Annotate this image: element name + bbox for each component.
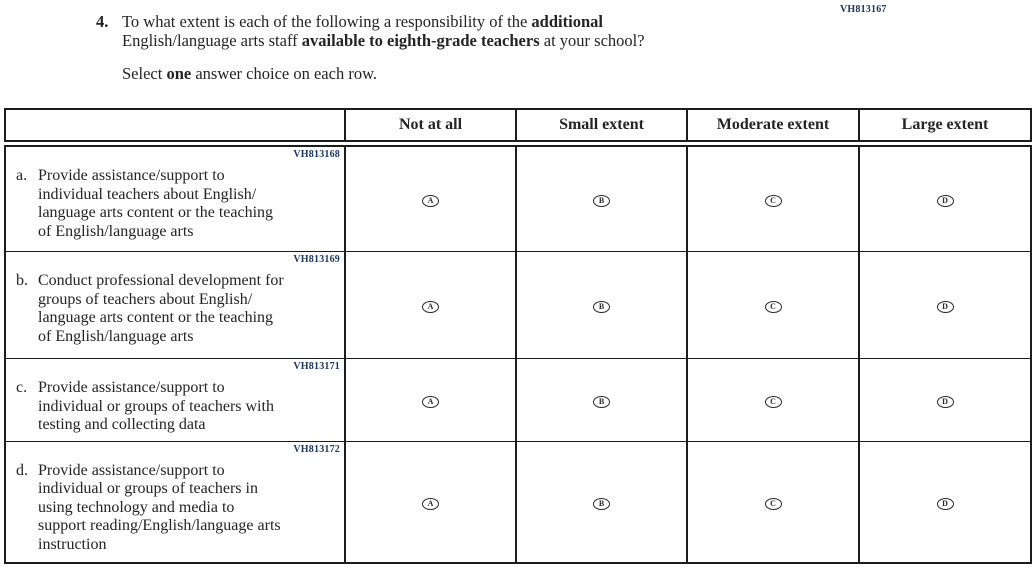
row-b-stem: VH813169 b. Conduct professional develop… (4, 251, 346, 360)
item-code: VH813171 (293, 361, 340, 373)
table-row-b: VH813169 b. Conduct professional develop… (4, 251, 1032, 360)
item-text: Provide assistance/support to individual … (38, 167, 274, 240)
answer-bubble-c-A[interactable]: A (422, 395, 439, 408)
answer-bubble-b-A[interactable]: A (422, 301, 439, 314)
question-block: 4. To what extent is each of the followi… (96, 12, 736, 83)
row-d-stem: VH813172 d. Provide assistance/support t… (4, 440, 346, 564)
row-a-stem: VH813168 a. Provide assistance/support t… (4, 142, 346, 253)
item-code: VH813169 (293, 254, 340, 266)
row-c-stem: VH813171 c. Provide assistance/support t… (4, 358, 346, 442)
item-label: c. (16, 379, 28, 397)
answer-bubble-d-B[interactable]: B (593, 497, 610, 510)
answer-bubble-c-D[interactable]: D (936, 395, 954, 408)
table-row-c: VH813171 c. Provide assistance/support t… (4, 358, 1032, 442)
answer-bubble-b-C[interactable]: C (764, 301, 782, 314)
table-row-a: VH813168 a. Provide assistance/support t… (4, 142, 1032, 253)
question-instruction: Select one answer choice on each row. (122, 64, 378, 83)
question-text-line: English/language arts staff available to… (122, 31, 645, 50)
answer-bubble-a-D[interactable]: D (936, 195, 954, 208)
item-label: d. (16, 461, 28, 479)
table-row-d: VH813172 d. Provide assistance/support t… (4, 440, 1032, 564)
item-column-header (4, 108, 346, 147)
answer-bubble-d-D[interactable]: D (936, 497, 954, 510)
question-text: To what extent is each of the following … (122, 12, 736, 83)
column-header-small-extent: Small extent (515, 108, 688, 147)
answer-bubble-d-A[interactable]: A (422, 497, 439, 510)
answer-bubble-b-B[interactable]: B (593, 301, 610, 314)
item-code: VH813172 (293, 443, 340, 455)
answer-bubble-a-A[interactable]: A (422, 195, 439, 208)
answer-bubble-a-C[interactable]: C (764, 195, 782, 208)
question-code: VH813167 (840, 4, 887, 15)
column-header-not-at-all: Not at all (344, 108, 517, 147)
item-text: Provide assistance/support to individual … (38, 379, 274, 434)
item-label: b. (16, 272, 28, 290)
answer-bubble-c-B[interactable]: B (593, 395, 610, 408)
item-text: Provide assistance/support to individual … (38, 461, 281, 553)
question-number: 4. (96, 12, 109, 31)
column-header-large-extent: Large extent (858, 108, 1032, 147)
answer-bubble-a-B[interactable]: B (593, 195, 610, 208)
responsibility-matrix-table: Not at all Small extent Moderate extent … (4, 108, 1032, 564)
answer-bubble-b-D[interactable]: D (936, 301, 954, 314)
header-row: Not at all Small extent Moderate extent … (4, 108, 1032, 147)
question-text-line: To what extent is each of the following … (122, 12, 603, 31)
column-header-moderate-extent: Moderate extent (686, 108, 860, 147)
item-code: VH813168 (293, 149, 340, 160)
answer-bubble-c-C[interactable]: C (764, 395, 782, 408)
item-label: a. (16, 167, 28, 184)
item-text: Conduct professional development for grou… (38, 272, 284, 345)
answer-bubble-d-C[interactable]: C (764, 497, 782, 510)
